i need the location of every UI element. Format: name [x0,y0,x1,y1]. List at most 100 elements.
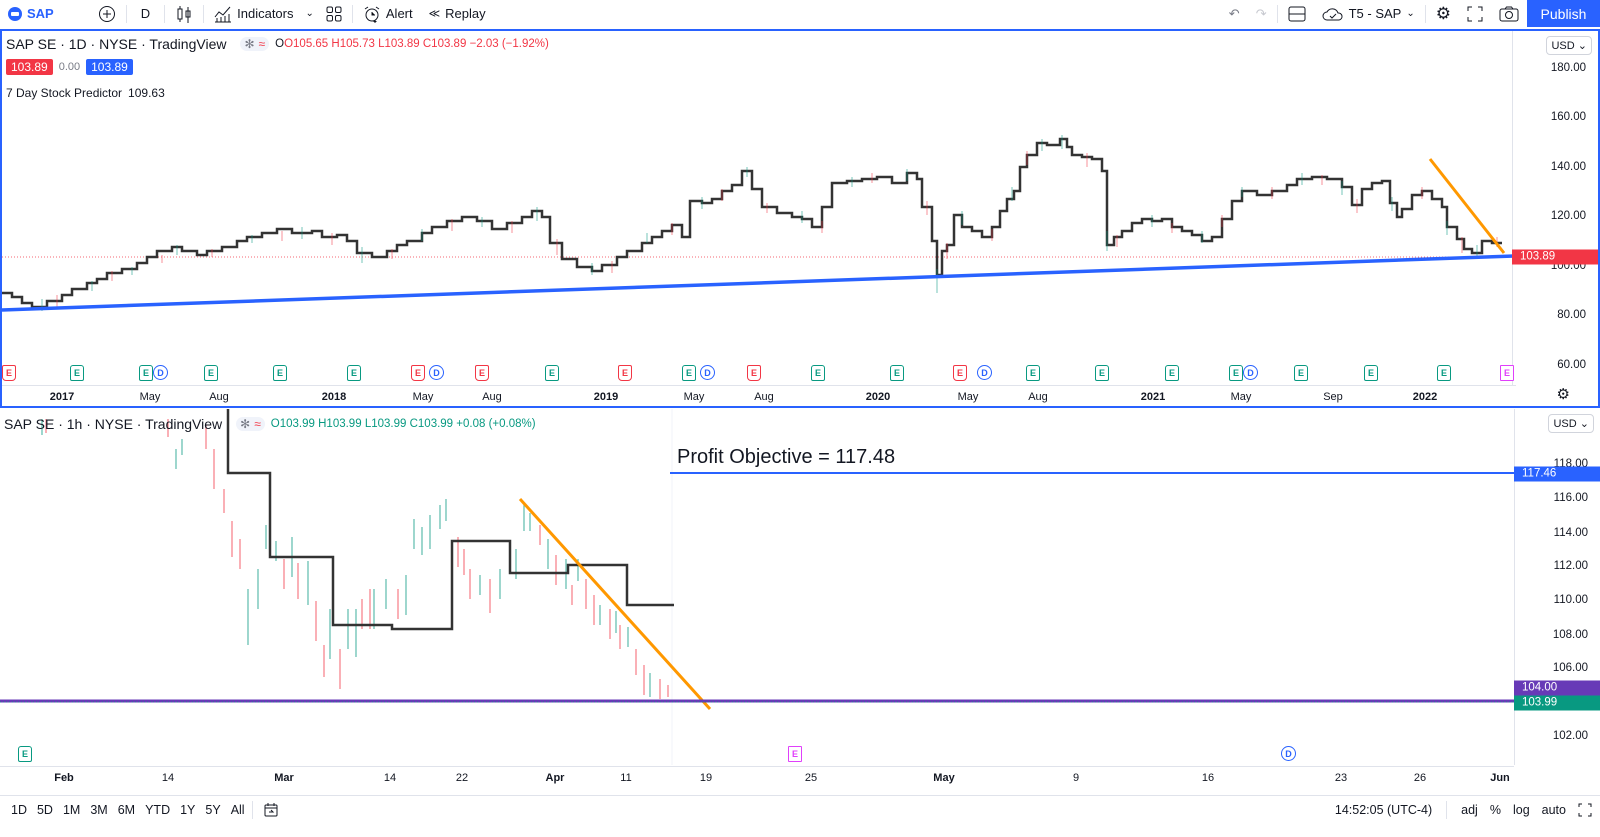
earnings-marker-icon[interactable]: E [1229,365,1243,381]
daily-time-axis[interactable]: 2017 May Aug 2018 May Aug 2019 May Aug 2020 May Aug… [2,385,1516,407]
layouts-button[interactable] [318,0,350,27]
hourly-chart-canvas[interactable] [0,409,1514,765]
price-tick: 108.00 [1552,629,1588,641]
earnings-marker-icon[interactable]: E [273,365,287,381]
currency-select[interactable]: USD ⌄ [1548,414,1594,433]
earnings-marker-icon[interactable]: E [1437,365,1451,381]
range-button-5d[interactable]: 5D [36,802,53,817]
daily-price-axis[interactable]: USD ⌄ 180.00 160.00 140.00 120.00 100.00… [1512,31,1598,385]
earnings-marker-icon[interactable]: E [682,365,696,381]
earnings-marker-icon[interactable]: E [70,365,84,381]
range-button-1m[interactable]: 1M [62,802,81,817]
range-button-all[interactable]: All [230,802,245,817]
time-label: May [412,391,434,403]
earnings-marker-icon[interactable]: E [618,365,632,381]
hourly-time-axis[interactable]: Feb 14 Mar 14 22 Apr 11 19 25 May 9 16 23 26 Jun [0,766,1514,788]
last-price-tag: 103.99 [1514,695,1600,711]
fullscreen-button[interactable] [1459,0,1491,27]
earnings-marker-icon[interactable]: E [18,746,32,762]
earnings-marker-icon[interactable]: E [204,365,218,381]
status-pill[interactable]: ✻ ≈ [236,417,265,431]
range-button-ytd[interactable]: YTD [145,802,171,817]
dividend-marker-icon[interactable]: D [153,365,168,380]
daily-chart-canvas[interactable] [2,31,1514,385]
camera-icon [1499,6,1519,21]
fullscreen-icon[interactable] [1578,803,1592,817]
buy-price-button[interactable]: 103.89 [86,59,133,75]
compare-button[interactable] [90,0,124,27]
earnings-marker-icon[interactable]: E [890,365,904,381]
chart-type-button[interactable] [167,0,201,27]
layout-select-button[interactable] [1280,0,1314,27]
hourly-price-axis[interactable]: USD ⌄ 118.00 116.00 114.00 112.00 110.00… [1514,409,1600,765]
settings-button[interactable]: ⚙ [1428,0,1459,27]
profit-objective-label[interactable]: Profit Objective = 117.48 [677,446,896,468]
chart-settings-gear-icon[interactable]: ⚙ [1556,386,1570,403]
range-button-3m[interactable]: 3M [90,802,108,817]
range-button-1y[interactable]: 1Y [180,802,196,817]
bid-ask-row: 103.89 0.00 103.89 [6,59,133,75]
earnings-marker-icon[interactable]: E [475,365,489,381]
earnings-marker-icon[interactable]: E [788,746,802,762]
dividend-marker-icon[interactable]: D [700,365,715,380]
price-tick: 114.00 [1553,527,1588,539]
indicator-name: 7 Day Stock Predictor [6,86,123,100]
range-button-1d[interactable]: 1D [11,802,27,817]
adj-toggle[interactable]: adj [1461,803,1478,817]
dividend-marker-icon[interactable]: D [977,365,992,380]
sap-logo-icon [8,6,22,21]
time-label: 26 [1413,772,1427,784]
time-label: Jun [1490,772,1510,784]
percent-toggle[interactable]: % [1489,803,1501,817]
range-button-5y[interactable]: 5Y [205,802,221,817]
earnings-marker-icon[interactable]: E [1165,365,1179,381]
goto-date-button[interactable] [255,796,287,823]
status-pill[interactable]: ✻ ≈ [240,37,270,51]
time-label: 14 [161,772,175,784]
symbol-search[interactable]: SAP [0,0,62,27]
earnings-marker-icon[interactable]: E [747,365,761,381]
interval-button[interactable]: D [129,0,162,27]
daily-title: SAP SE · 1D · NYSE · TradingView [6,36,227,52]
publish-button[interactable]: Publish [1527,0,1600,27]
separator [203,4,205,23]
sell-price-button[interactable]: 103.89 [6,59,53,75]
earnings-marker-icon[interactable]: E [411,365,425,381]
earnings-marker-icon[interactable]: E [1095,365,1109,381]
replay-button[interactable]: ≪ Replay [421,0,494,27]
daily-chart-pane[interactable]: SAP SE · 1D · NYSE · TradingView ✻ ≈ OO10… [0,29,1600,408]
delay-icon: ≈ [254,417,261,431]
earnings-marker-icon[interactable]: E [1500,365,1514,381]
snapshot-button[interactable] [1491,0,1527,27]
log-toggle[interactable]: log [1512,803,1530,817]
clock[interactable]: 14:52:05 (UTC-4) [1334,803,1433,817]
earnings-marker-icon[interactable]: E [545,365,559,381]
indicators-dropdown[interactable]: ⌄ [302,0,318,27]
auto-toggle[interactable]: auto [1541,803,1566,817]
undo-button[interactable]: ↶ [1221,0,1248,27]
earnings-marker-icon[interactable]: E [1364,365,1378,381]
earnings-marker-icon[interactable]: E [1294,365,1308,381]
time-label: 2019 [593,391,619,403]
alert-button[interactable]: Alert [355,0,421,27]
dividend-marker-icon[interactable]: D [429,365,444,380]
support-price-tag: 104.00 [1514,680,1600,696]
earnings-marker-icon[interactable]: E [347,365,361,381]
earnings-marker-icon[interactable]: E [1026,365,1040,381]
hourly-chart-pane[interactable]: SAP SE · 1h · NYSE · TradingView ✻ ≈ O103… [0,409,1600,784]
dividend-marker-icon[interactable]: D [1281,746,1296,761]
daily-ohlc: OO105.65 H105.73 L103.89 C103.89 −2.03 (… [275,38,549,50]
dividend-marker-icon[interactable]: D [1243,365,1258,380]
earnings-marker-icon[interactable]: E [811,365,825,381]
earnings-marker-icon[interactable]: E [953,365,967,381]
earnings-marker-icon[interactable]: E [2,365,16,381]
indicator-legend[interactable]: 7 Day Stock Predictor 109.63 [6,86,165,100]
save-layout-button[interactable]: T5 - SAP ⌄ [1314,0,1423,27]
earnings-marker-icon[interactable]: E [139,365,153,381]
currency-select[interactable]: USD ⌄ [1546,36,1592,55]
indicators-button[interactable]: Indicators [206,0,301,27]
time-label: Apr [545,772,565,784]
redo-button[interactable]: ↷ [1248,0,1275,27]
top-toolbar: SAP D Indicators ⌄ Alert ≪ Replay ↶ ↷ T5… [0,0,1600,27]
range-button-6m[interactable]: 6M [117,802,136,817]
